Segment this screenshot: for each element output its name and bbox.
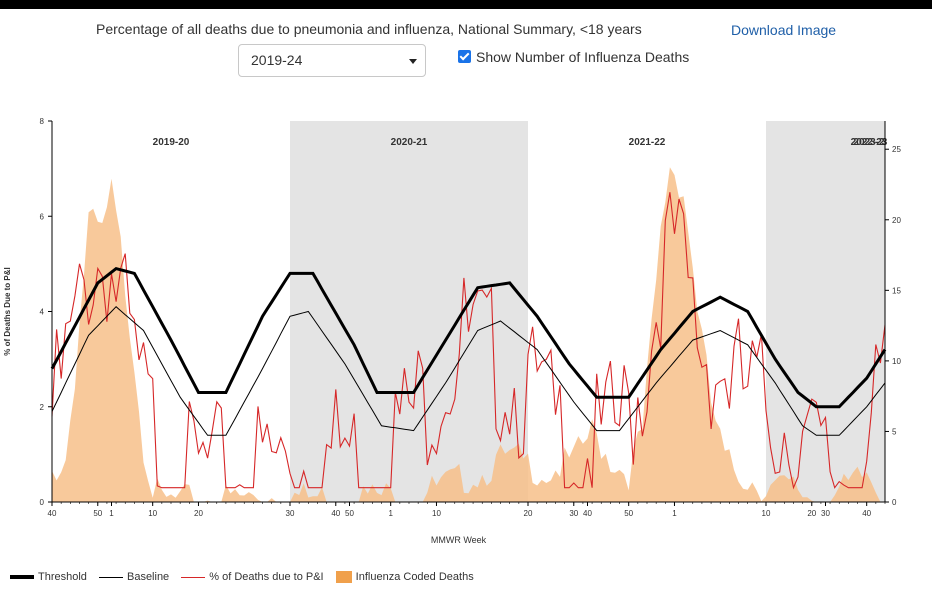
x-tick-label: 40: [331, 509, 340, 518]
x-tick-label: 40: [583, 509, 592, 518]
x-tick-label: 20: [194, 509, 203, 518]
x-tick-label: 10: [432, 509, 441, 518]
season-label: 2019-20: [153, 137, 190, 148]
pi-percent-line: [51, 192, 886, 490]
x-tick-label: 50: [624, 509, 633, 518]
x-tick-label: 1: [388, 509, 393, 518]
y2-tick-label: 20: [892, 216, 901, 225]
x-tick-label: 1: [109, 509, 114, 518]
x-tick-label: 50: [93, 509, 102, 518]
season-shade-2022-23: [766, 121, 885, 502]
chevron-down-icon: [409, 59, 417, 64]
y-tick-label: 6: [40, 212, 45, 221]
season-select[interactable]: 2019-24: [238, 44, 426, 77]
legend-influenza-deaths: Influenza Coded Deaths: [335, 571, 474, 584]
y2-tick-label: 10: [892, 357, 901, 366]
show-influenza-deaths-toggle[interactable]: Show Number of Influenza Deaths: [458, 49, 689, 65]
x-tick-label: 50: [345, 509, 354, 518]
download-image-link[interactable]: Download Image: [731, 22, 837, 38]
season-label: 2023-2: [853, 137, 885, 148]
x-tick-label: 30: [569, 509, 578, 518]
y2-tick-label: 0: [892, 498, 897, 507]
x-tick-label: 30: [821, 509, 830, 518]
x-tick-label: 40: [862, 509, 871, 518]
x-tick-label: 20: [807, 509, 816, 518]
y-axis-label: % of Deaths Due to P&I: [3, 267, 12, 355]
y2-tick-label: 15: [892, 286, 901, 295]
baseline-line: [51, 306, 886, 436]
y-tick-label: 8: [40, 117, 45, 126]
threshold-line: [50, 266, 887, 409]
y-tick-label: 0: [40, 498, 45, 507]
x-axis-label: MMWR Week: [431, 535, 487, 545]
x-tick-label: 10: [762, 509, 771, 518]
chart-legend: Threshold Baseline % of Deaths due to P&…: [10, 571, 483, 584]
y-tick-label: 2: [40, 403, 45, 412]
chart-title: Percentage of all deaths due to pneumoni…: [96, 21, 642, 37]
checkbox-checked-icon[interactable]: [458, 50, 471, 63]
legend-pi-line: % of Deaths due to P&I: [181, 571, 324, 583]
y-tick-label: 4: [40, 308, 45, 317]
season-label: 2022-23: [851, 137, 888, 148]
season-shade-2020-21: [290, 121, 528, 502]
x-tick-label: 10: [148, 509, 157, 518]
top-bar: [0, 0, 932, 9]
x-tick-label: 30: [286, 509, 295, 518]
influenza-area-icon: [335, 571, 352, 584]
y2-tick-label: 5: [892, 427, 897, 436]
influenza-deaths-area: [52, 167, 885, 502]
x-tick-label: 40: [48, 509, 57, 518]
season-label: 2021-22: [629, 137, 666, 148]
x-tick-label: 1: [672, 509, 677, 518]
legend-baseline: Baseline: [98, 571, 169, 583]
legend-threshold: Threshold: [10, 571, 87, 583]
x-tick-label: 20: [524, 509, 533, 518]
y2-tick-label: 25: [892, 145, 901, 154]
season-label: 2020-21: [391, 137, 428, 148]
show-influenza-deaths-label: Show Number of Influenza Deaths: [476, 49, 690, 65]
season-select-value: 2019-24: [251, 52, 303, 68]
